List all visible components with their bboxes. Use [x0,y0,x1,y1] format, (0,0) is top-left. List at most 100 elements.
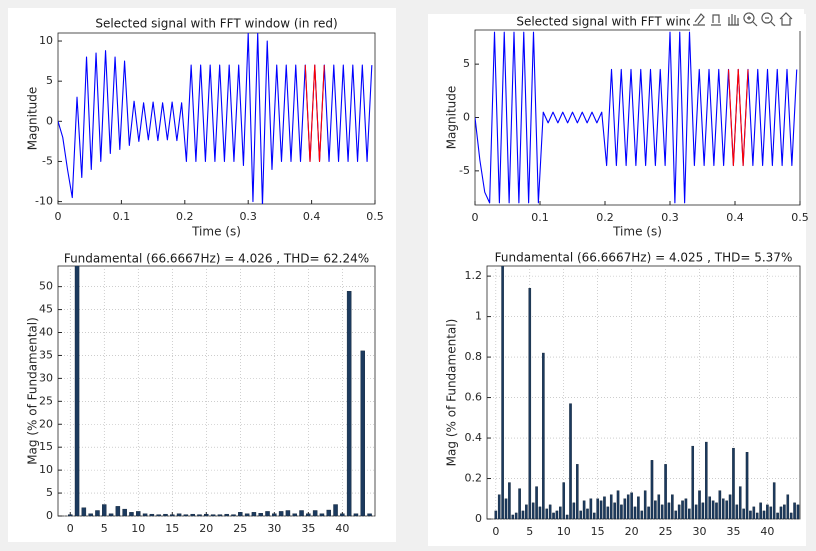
y-tick-label: -5 [459,164,470,177]
x-tick-label: 0.3 [239,210,257,223]
bar [705,441,708,519]
bar [170,514,175,516]
bar [657,494,661,519]
bar [789,512,793,519]
x-tick-label: 10 [131,522,145,535]
bar [122,508,127,516]
bar [742,508,745,519]
bar [637,496,640,519]
bar [664,464,667,519]
bar [620,504,623,519]
bar [674,510,678,519]
export-button[interactable] [693,13,705,26]
bar [701,502,705,519]
pan-button[interactable] [728,14,739,26]
x-tick-label: 30 [267,522,281,535]
zoom-out-button[interactable] [761,12,776,27]
y-tick-label: -10 [35,195,53,208]
chart-title: Fundamental (66.6667Hz) = 4.025 , THD= 5… [495,251,793,265]
brush-button[interactable] [711,14,721,26]
y-tick-label: 25 [39,394,53,407]
bar [579,510,582,519]
y-axis-label: Magnitude [26,87,40,151]
x-tick-label: 0.5 [791,211,809,224]
x-tick-label: 0 [55,210,62,223]
bar [592,512,596,519]
x-tick-label: 0.3 [661,211,679,224]
bar [786,494,790,519]
bar [95,510,100,516]
bar [793,502,796,519]
bar [725,500,728,519]
x-tick-label: 0 [67,522,74,535]
bar [671,494,674,519]
x-tick-label: 20 [625,525,639,538]
bar [738,486,742,519]
bar [684,498,688,519]
y-axis-label: Mag (% of Fundamental) [26,317,40,465]
bar [306,513,311,516]
bar [616,490,620,519]
bar [582,500,586,519]
y-tick-label: 1.2 [465,269,483,282]
x-tick-label: 30 [693,525,707,538]
y-tick-label: 0 [463,111,470,124]
bar [562,482,566,519]
bar [650,460,654,519]
bar [346,291,352,516]
bar [718,490,722,519]
bar [251,512,257,516]
x-tick-label: 35 [726,525,740,538]
bar [367,513,372,516]
bar [115,506,121,516]
bar [677,504,681,519]
home-button[interactable] [779,12,793,26]
axes-box [474,29,801,206]
x-tick-label: 25 [233,522,247,535]
x-tick-label: 0.4 [303,210,321,223]
y-tick-label: 50 [39,280,53,293]
x-axis-label: Time (s) [612,225,662,239]
bar [531,502,535,519]
zoom-in-button[interactable] [743,12,758,27]
x-tick-label: 40 [335,522,349,535]
bar [565,514,569,519]
bar [81,507,87,516]
x-tick-label: 10 [557,525,571,538]
y-tick-label: 0.8 [465,350,483,363]
bar [142,513,148,516]
y-tick-label: 30 [39,371,53,384]
bar [681,500,684,519]
bar [163,513,168,516]
bar [108,513,114,516]
bar [197,514,202,516]
bar [654,500,657,519]
bar [576,464,579,519]
y-tick-label: 40 [39,326,53,339]
y-tick-label: 5 [46,486,53,499]
bar [224,513,229,516]
bar [596,498,599,519]
y-tick-label: 0.2 [465,472,483,485]
signal-line [727,68,749,167]
bar [217,514,223,516]
bar [555,510,559,519]
bar [319,513,325,516]
bar [694,504,698,519]
bar [292,513,297,516]
y-tick-label: 10 [39,34,53,47]
bar [149,513,155,516]
y-tick-label: 35 [39,348,53,361]
toolbar-bg [690,9,804,31]
bar [129,512,134,516]
x-tick-label: 0.1 [113,210,131,223]
axes-box [486,265,801,520]
bar [752,506,756,519]
bar [312,510,318,516]
x-tick-label: 15 [591,525,605,538]
bar [508,482,511,519]
bar [333,504,338,516]
bar [721,498,725,519]
y-axis-label: Magnitude [445,86,459,150]
